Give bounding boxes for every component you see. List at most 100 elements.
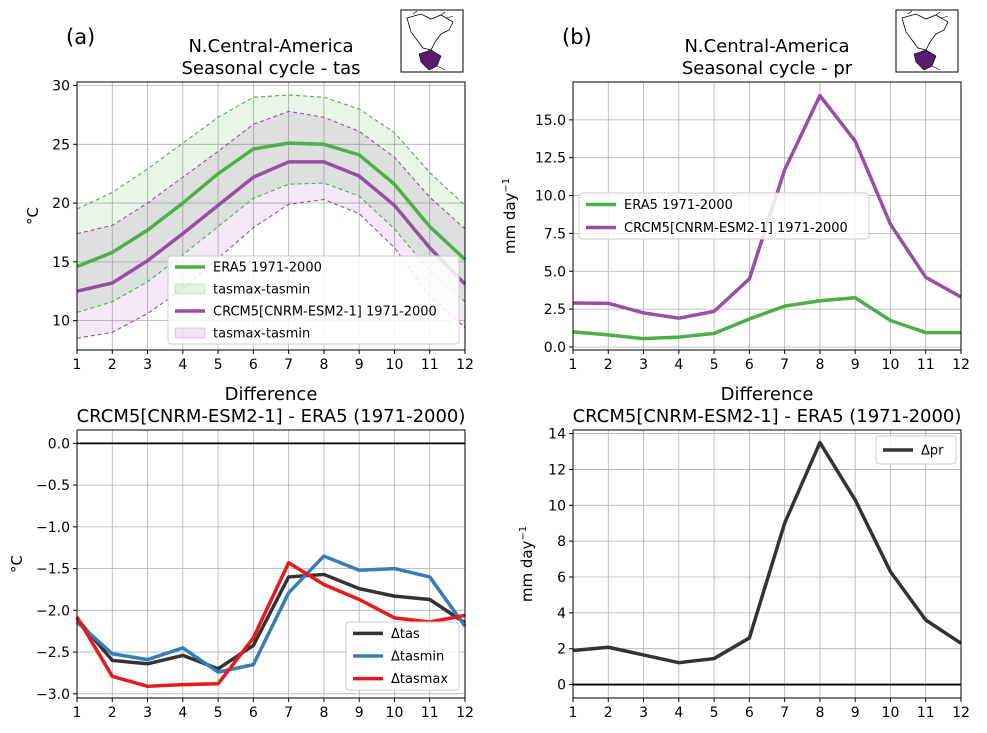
legend-label: Δtas (391, 627, 420, 642)
y-tick-label: 20 (52, 196, 70, 212)
x-tick-label: 11 (421, 705, 439, 721)
x-tick-label: 6 (249, 357, 258, 373)
x-tick-label: 10 (386, 357, 404, 373)
y-tick-label: −1.0 (36, 520, 70, 536)
y-axis-label: mm day−1 (501, 178, 519, 254)
x-tick-label: 11 (917, 705, 935, 721)
x-tick-label: 2 (108, 357, 117, 373)
chart-title: N.Central-America (188, 36, 353, 57)
y-tick-label: 30 (52, 79, 70, 95)
band-upper-line (76, 94, 466, 210)
y-tick-label: 15 (52, 255, 70, 271)
x-tick-label: 10 (386, 705, 404, 721)
legend-box (578, 192, 870, 240)
legend: ERA5 1971-2000 CRCM5[CNRM-ESM2-1] 1971-20… (578, 192, 870, 240)
y-tick-label: 0.0 (544, 340, 566, 356)
panel-label: (a) (66, 25, 95, 49)
y-tick-label: −2.0 (36, 603, 70, 619)
chart-title: Difference (721, 384, 814, 405)
y-tick-label: −1.5 (36, 562, 70, 578)
y-tick-label: 12 (548, 462, 566, 478)
chart-subtitle: CRCM5[CNRM-ESM2-1] - ERA5 (1971-2000) (573, 406, 962, 427)
x-tick-label: 7 (780, 705, 789, 721)
x-tick-label: 11 (917, 357, 935, 373)
x-tick-label: 12 (952, 705, 970, 721)
legend-label: ERA5 1971-2000 (213, 261, 322, 276)
x-tick-label: 5 (214, 357, 223, 373)
x-tick-label: 2 (604, 357, 613, 373)
panel-d-difference-pr: Difference CRCM5[CNRM-ESM2-1] - ERA5 (19… (518, 384, 970, 721)
y-tick-label: −0.5 (36, 478, 70, 494)
x-tick-label: 1 (73, 705, 82, 721)
x-tick-label: 12 (456, 705, 474, 721)
grid (572, 430, 962, 698)
x-tick-label: 3 (639, 705, 648, 721)
x-tick-label: 7 (284, 705, 293, 721)
legend-box (875, 435, 957, 465)
chart-subtitle: CRCM5[CNRM-ESM2-1] - ERA5 (1971-2000) (77, 406, 466, 427)
x-tick-label: 8 (319, 357, 328, 373)
chart-subtitle: Seasonal cycle - pr (682, 58, 853, 79)
x-tick-label: 3 (143, 357, 152, 373)
x-tick-label: 8 (319, 705, 328, 721)
x-tick-label: 5 (710, 357, 719, 373)
y-tick-label: 0 (557, 678, 566, 694)
x-tick-label: 5 (214, 705, 223, 721)
x-tick-label: 8 (815, 357, 824, 373)
axes-frame (572, 429, 962, 699)
series-line (76, 141, 467, 269)
panel-a-seasonal-cycle-tas: (a) N.Central-America Seasonal cycle - t… (24, 9, 474, 373)
x-tick-label: 9 (851, 705, 860, 721)
chart-subtitle: Seasonal cycle - tas (181, 58, 360, 79)
y-tick-label: 4 (557, 606, 566, 622)
y-axis-label: °C (24, 207, 42, 225)
panel-c-difference-tas: Difference CRCM5[CNRM-ESM2-1] - ERA5 (19… (8, 384, 474, 721)
legend: Δtas Δtasmin Δtasmax (345, 621, 460, 691)
legend-swatch-patch (174, 283, 206, 295)
x-tick-label: 10 (882, 705, 900, 721)
series-line (572, 440, 962, 665)
series-line (75, 572, 466, 671)
legend-box (167, 255, 460, 345)
x-tick-label: 3 (639, 357, 648, 373)
y-tick-label: 5.0 (544, 264, 566, 280)
x-tick-label: 1 (569, 357, 578, 373)
axes-frame (76, 429, 466, 699)
y-tick-label: 10.0 (535, 189, 566, 205)
x-tick-label: 6 (745, 357, 754, 373)
x-tick-label: 9 (355, 705, 364, 721)
y-tick-label: −3.0 (36, 687, 70, 703)
band-lower-line (76, 182, 466, 313)
legend-swatch-patch (174, 327, 206, 339)
x-tick-label: 4 (178, 357, 187, 373)
y-tick-label: 0.0 (48, 436, 70, 452)
y-tick-label: 10 (548, 498, 566, 514)
chart-title: Difference (225, 384, 318, 405)
panel-label: (b) (562, 25, 592, 49)
x-tick-label: 8 (815, 705, 824, 721)
x-tick-label: 2 (604, 705, 613, 721)
x-tick-label: 1 (73, 357, 82, 373)
x-tick-label: 9 (851, 357, 860, 373)
y-tick-label: 2 (557, 642, 566, 658)
panel-b-seasonal-cycle-pr: (b) N.Central-America Seasonal cycle - p… (501, 9, 970, 373)
x-tick-label: 9 (355, 357, 364, 373)
y-tick-label: 10 (52, 314, 70, 330)
region-map-inset (895, 9, 959, 73)
y-tick-label: 2.5 (544, 302, 566, 318)
y-tick-label: 6 (557, 570, 566, 586)
legend-label: CRCM5[CNRM-ESM2-1] 1971-2000 (213, 305, 437, 320)
x-tick-label: 10 (882, 357, 900, 373)
x-tick-label: 4 (674, 705, 683, 721)
y-tick-label: 8 (557, 534, 566, 550)
x-tick-label: 1 (569, 705, 578, 721)
legend: Δpr (875, 435, 957, 465)
x-tick-label: 12 (952, 357, 970, 373)
x-tick-label: 12 (456, 357, 474, 373)
x-tick-label: 6 (249, 705, 258, 721)
legend: ERA5 1971-2000 tasmax-tasmin CRCM5[CNRM-ES… (167, 255, 460, 345)
legend-label: Δtasmax (391, 672, 448, 687)
series-line (76, 160, 467, 293)
axes-frame (572, 81, 962, 351)
